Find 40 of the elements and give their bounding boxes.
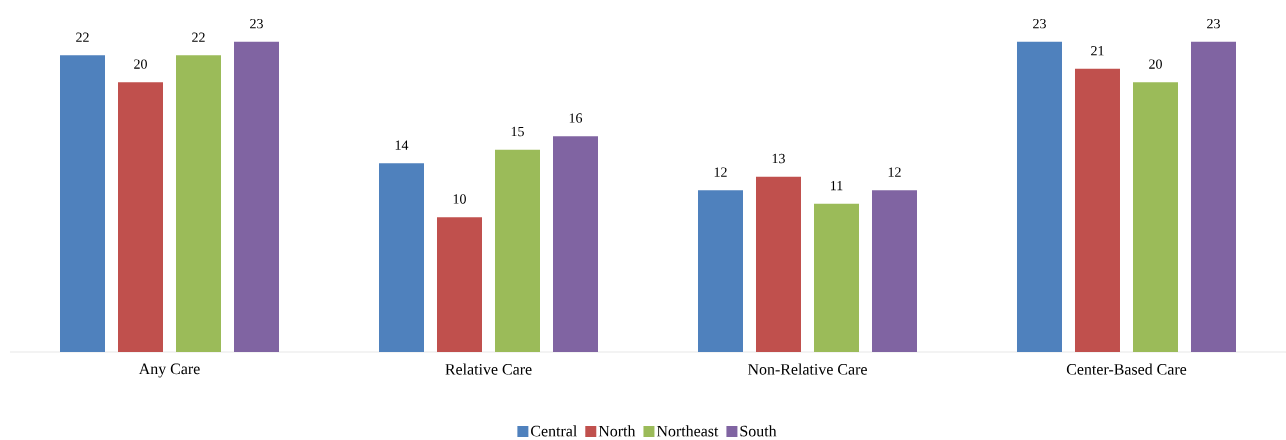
data-label: 13 (772, 153, 785, 164)
data-label: 20 (1149, 59, 1162, 69)
data-label: 22 (76, 32, 89, 42)
legend-label: Central (531, 425, 577, 437)
data-label: 21 (1091, 46, 1104, 56)
data-label: 12 (714, 167, 727, 177)
bar (553, 136, 598, 352)
x-tick-label: Any Care (138, 363, 200, 378)
bar (495, 149, 540, 352)
legend-label: Northeast (656, 425, 719, 437)
bar (379, 163, 424, 352)
data-label: 20 (134, 59, 147, 69)
bar (756, 176, 801, 352)
x-tick-label: Center-Based Care (1066, 363, 1187, 375)
data-label: 10 (453, 194, 466, 204)
bar (698, 190, 743, 352)
data-label: 14 (395, 140, 409, 150)
bar (118, 82, 163, 352)
bar (437, 217, 482, 352)
bar (872, 190, 917, 352)
data-label: 22 (192, 32, 205, 42)
bar (176, 55, 221, 352)
x-tick-label: Non-Relative Care (747, 363, 867, 375)
bar (234, 41, 279, 352)
bar (1133, 82, 1178, 352)
data-label: 23 (250, 18, 263, 29)
bar (60, 55, 105, 352)
legend-label: South (740, 425, 777, 437)
bar (1191, 41, 1236, 352)
data-label: 16 (569, 113, 583, 123)
legend-label: North (598, 425, 636, 437)
data-label: 23 (1033, 18, 1046, 29)
data-label: 11 (831, 180, 843, 191)
bar (1074, 68, 1120, 352)
bar (1016, 41, 1062, 352)
x-tick-label: Relative Care (445, 363, 532, 375)
data-label: 15 (511, 126, 524, 137)
data-label: 12 (888, 167, 901, 177)
bar (814, 203, 859, 352)
data-label: 23 (1207, 18, 1220, 29)
